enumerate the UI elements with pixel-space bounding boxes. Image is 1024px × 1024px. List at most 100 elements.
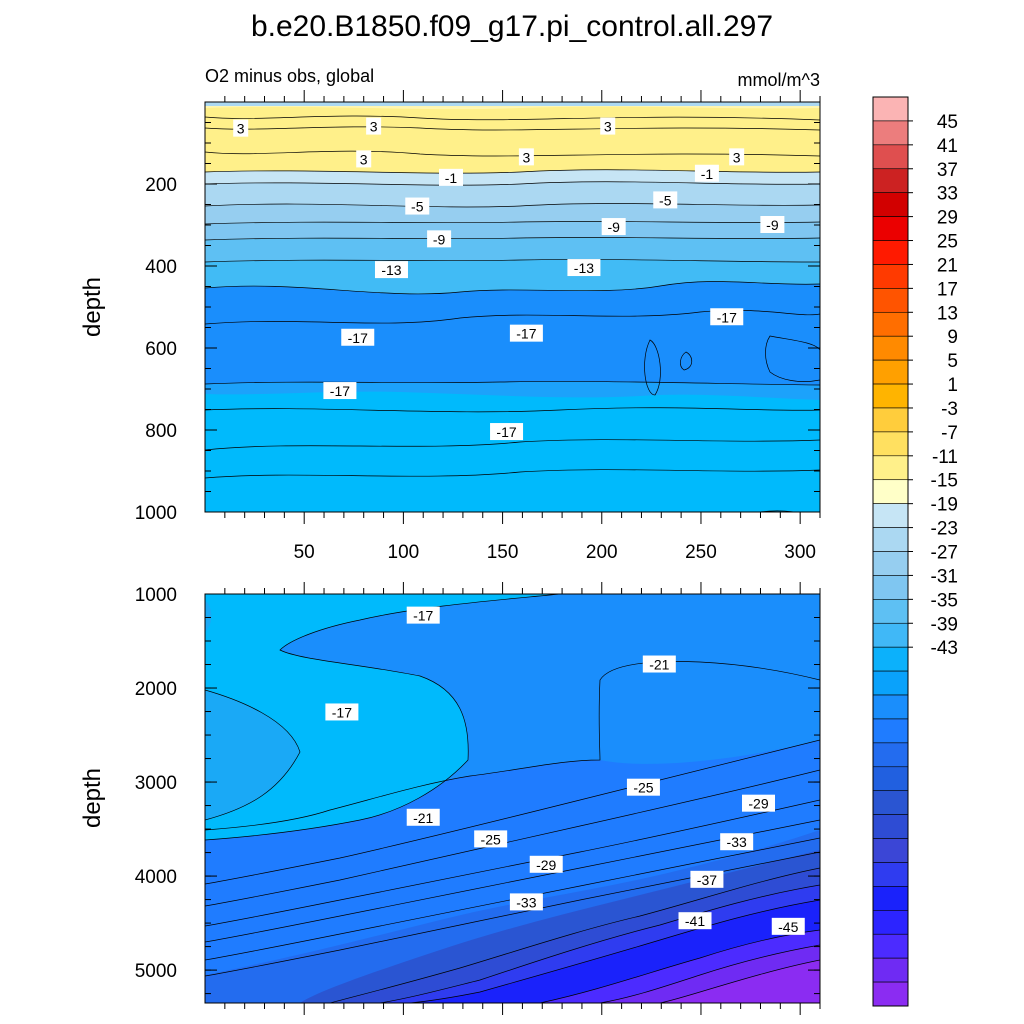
contour-label: -1 — [439, 168, 463, 186]
contour-label-text: -17 — [516, 326, 536, 342]
colorbar-swatch — [872, 957, 909, 983]
colorbar-label: -11 — [932, 447, 958, 468]
colorbar-swatch — [872, 192, 909, 217]
colorbar-label: -43 — [931, 638, 958, 659]
contour-label-box — [427, 230, 452, 248]
colorbar-swatch — [872, 503, 909, 528]
colorbar-swatch — [872, 814, 909, 839]
contour-label-box — [678, 912, 712, 930]
contour-label-text: -13 — [574, 260, 594, 276]
contour-label-box — [509, 324, 543, 342]
contour-label-box — [567, 259, 601, 277]
colorbar-label: 41 — [937, 136, 958, 157]
contour-label-text: -9 — [433, 231, 446, 247]
colorbar-frame — [872, 96, 909, 1007]
contour-label-box — [626, 778, 660, 796]
chart-title: b.e20.B1850.f09_g17.pi_control.all.297 — [251, 10, 773, 43]
y-tick-label: 600 — [145, 339, 177, 360]
colorbar-label: 13 — [937, 303, 958, 324]
contour-label-text: 3 — [360, 151, 368, 167]
colorbar-swatch — [872, 933, 909, 959]
contour-label-box — [720, 833, 754, 851]
contour-label-text: -9 — [607, 219, 620, 235]
y-tick-label: 1000 — [135, 585, 177, 606]
colorbar-swatch — [872, 838, 909, 863]
contour-label: -9 — [601, 218, 626, 236]
colorbar-swatch — [872, 670, 909, 696]
contour-label-box — [518, 148, 534, 166]
contour-label-box — [760, 216, 785, 233]
contour-label-text: -33 — [727, 834, 747, 850]
colorbar-swatch — [872, 359, 909, 385]
contour-label-text: -17 — [332, 704, 352, 720]
colorbar-label: 29 — [937, 208, 958, 229]
colorbar-swatch — [872, 216, 909, 241]
contour-label: -13 — [567, 259, 601, 277]
colorbar-label: -7 — [941, 423, 958, 444]
bottom-plot-frame — [204, 593, 821, 1004]
colorbar-swatch — [872, 168, 909, 193]
y-tick-label: 3000 — [135, 773, 177, 794]
colorbar-swatch — [872, 599, 909, 624]
contour-label-box — [729, 148, 745, 166]
contour-label-box — [405, 197, 430, 215]
contour-label-box — [601, 218, 626, 236]
contour-label: -17 — [509, 324, 543, 342]
top-ylabel: depth — [79, 277, 106, 337]
contour-label-box — [490, 423, 524, 441]
colorbar-label: -19 — [931, 495, 958, 516]
colorbar-swatch — [872, 407, 909, 433]
contour-label-box — [323, 382, 357, 400]
colorbar-swatch — [872, 335, 909, 361]
x-tick-label: 100 — [388, 542, 420, 563]
colorbar-swatch — [872, 455, 909, 481]
contour-label: 3 — [518, 148, 534, 166]
colorbar-label: -15 — [931, 471, 958, 492]
x-tick-label: 150 — [487, 542, 519, 563]
contour-label-text: -1 — [701, 166, 714, 182]
colorbar-label: 37 — [937, 160, 958, 181]
colorbar-swatch — [872, 766, 909, 792]
contour-label: 3 — [356, 150, 372, 168]
contour-label-box — [341, 328, 375, 346]
contour-label-text: 3 — [604, 119, 612, 135]
contour-label-text: -17 — [717, 309, 737, 325]
contour-label-text: -17 — [496, 424, 516, 440]
contour-label-text: -37 — [697, 872, 717, 888]
colorbar-label: 9 — [947, 327, 958, 348]
colorbar-swatch — [872, 742, 909, 768]
contour-label-box — [600, 117, 616, 135]
contour-label-text: -41 — [685, 913, 705, 929]
colorbar-swatch — [872, 120, 909, 146]
colorbar-swatch — [872, 383, 909, 409]
colorbar-swatch — [872, 240, 909, 265]
units-label: mmol/m^3 — [738, 70, 820, 90]
contour-label-box — [366, 117, 382, 135]
colorbar-label: -31 — [931, 566, 958, 587]
contour-label: -17 — [710, 308, 744, 326]
y-tick-label: 400 — [145, 257, 177, 278]
contour-label-box — [694, 164, 719, 182]
contour-label-text: -17 — [413, 608, 433, 624]
contour-label-text: -17 — [348, 330, 368, 346]
colorbar-swatch — [872, 431, 909, 457]
contour-label-box — [439, 168, 463, 186]
contour-label: -45 — [771, 917, 805, 935]
contour-label: -21 — [406, 808, 440, 826]
contour-label-box — [406, 808, 440, 826]
colorbar-label: -3 — [941, 399, 958, 420]
colorbar-label: -35 — [931, 590, 958, 611]
y-tick-label: 200 — [145, 175, 177, 196]
contour-label-text: -29 — [748, 796, 768, 812]
x-tick-label: 200 — [586, 542, 618, 563]
colorbar-swatch — [872, 790, 909, 815]
y-tick-label: 2000 — [135, 679, 177, 700]
x-tick-label: 300 — [784, 542, 816, 563]
contour-label: -13 — [374, 261, 408, 279]
bottom-ylabel: depth — [79, 768, 106, 828]
colorbar-swatch — [872, 862, 909, 887]
contour-label-box — [653, 191, 678, 209]
contour-label-box — [474, 830, 508, 848]
y-tick-label: 1000 — [135, 503, 177, 524]
colorbar-swatch — [872, 288, 909, 313]
